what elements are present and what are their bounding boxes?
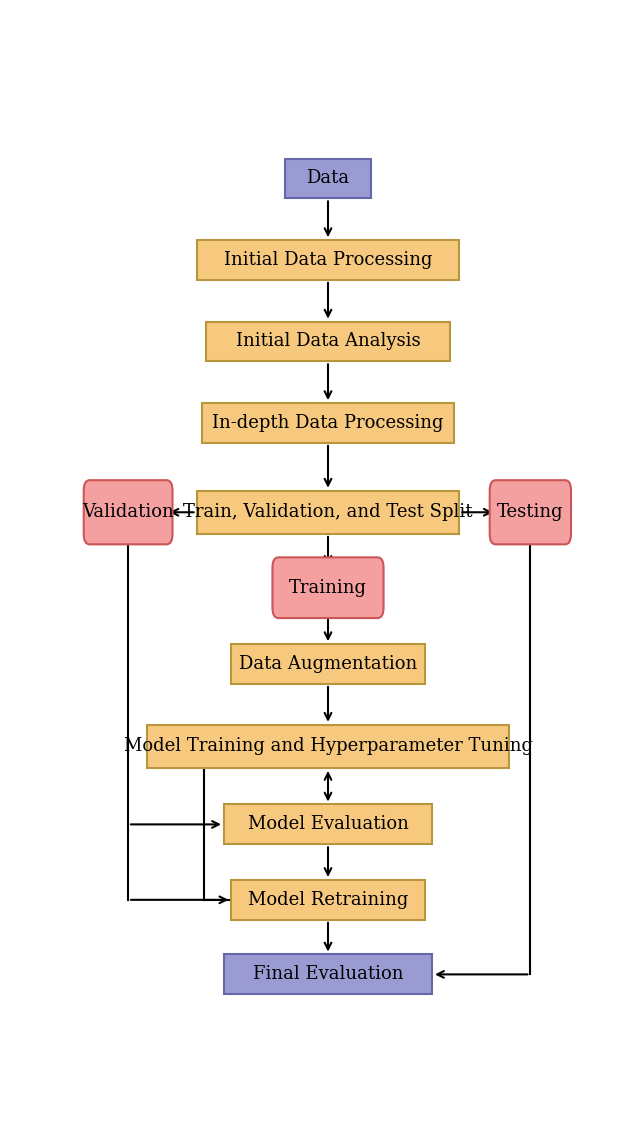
FancyBboxPatch shape — [202, 403, 454, 443]
FancyBboxPatch shape — [490, 480, 571, 544]
Text: Model Retraining: Model Retraining — [248, 891, 408, 909]
Text: Model Training and Hyperparameter Tuning: Model Training and Hyperparameter Tuning — [124, 738, 532, 756]
FancyBboxPatch shape — [285, 159, 371, 198]
FancyBboxPatch shape — [147, 725, 509, 768]
FancyBboxPatch shape — [196, 491, 460, 534]
Text: Data: Data — [307, 170, 349, 187]
FancyBboxPatch shape — [231, 644, 425, 683]
Text: Validation: Validation — [82, 503, 174, 521]
FancyBboxPatch shape — [224, 804, 432, 844]
Text: Initial Data Analysis: Initial Data Analysis — [236, 332, 420, 350]
FancyBboxPatch shape — [207, 322, 449, 361]
Text: Train, Validation, and Test Split: Train, Validation, and Test Split — [183, 503, 473, 521]
Text: Data Augmentation: Data Augmentation — [239, 655, 417, 673]
Text: Initial Data Processing: Initial Data Processing — [224, 251, 432, 269]
Text: Model Evaluation: Model Evaluation — [248, 815, 408, 833]
FancyBboxPatch shape — [231, 879, 425, 920]
FancyBboxPatch shape — [273, 557, 383, 618]
Text: Training: Training — [289, 579, 367, 597]
FancyBboxPatch shape — [224, 955, 432, 994]
FancyBboxPatch shape — [196, 240, 460, 280]
Text: In-depth Data Processing: In-depth Data Processing — [212, 414, 444, 432]
Text: Final Evaluation: Final Evaluation — [253, 965, 403, 983]
FancyBboxPatch shape — [84, 480, 173, 544]
Text: Testing: Testing — [497, 503, 564, 521]
